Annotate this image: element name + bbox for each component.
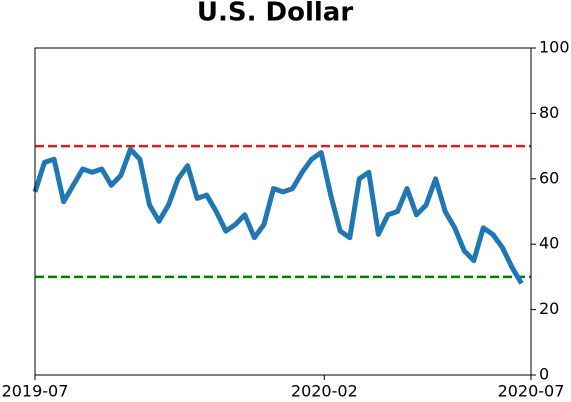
x-tick-label: 2019-07 <box>2 382 69 401</box>
y-tick-label: 40 <box>539 234 559 253</box>
chart-title: U.S. Dollar <box>197 0 353 28</box>
y-tick-label: 60 <box>539 168 559 187</box>
y-tick-label: 20 <box>539 299 559 318</box>
x-tick-label: 2020-07 <box>498 382 565 401</box>
y-tick-label: 100 <box>539 38 570 57</box>
y-tick-label: 0 <box>539 365 549 384</box>
plot-frame <box>34 47 532 376</box>
y-tick-label: 80 <box>539 103 559 122</box>
x-tick-label: 2020-02 <box>291 382 358 401</box>
data-line <box>32 146 524 285</box>
